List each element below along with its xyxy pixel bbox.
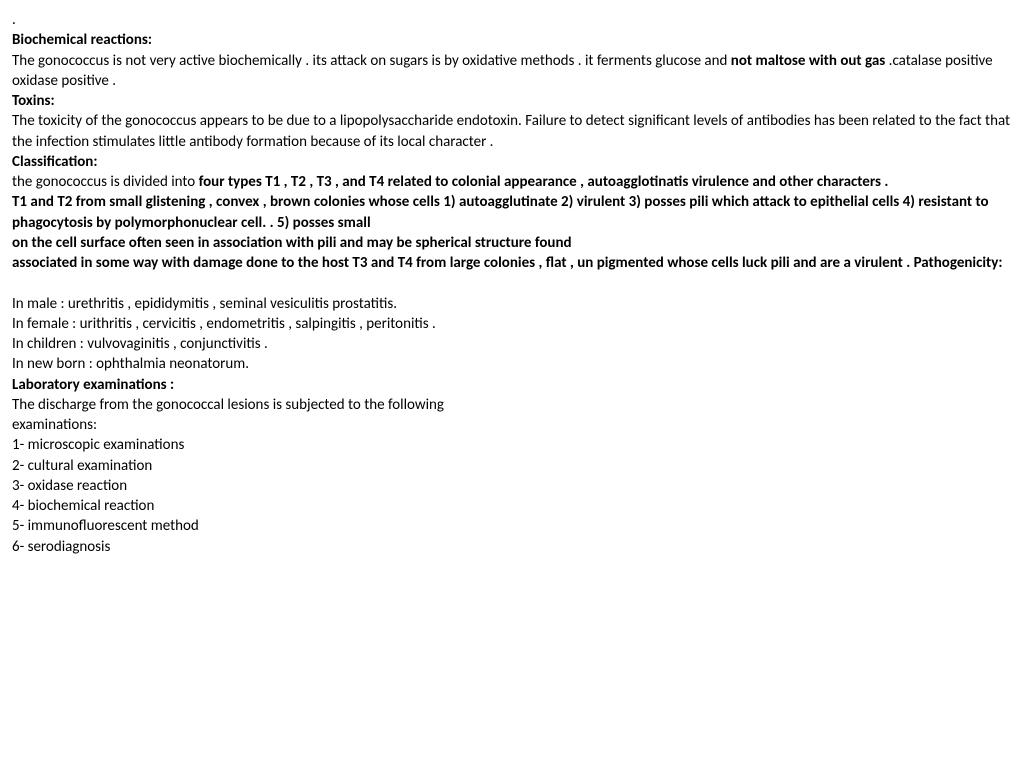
heading-lab: Laboratory examinations : <box>12 375 1012 395</box>
heading-toxins: Toxins: <box>12 91 1012 111</box>
text-path-newborn: In new born : ophthalmia neonatorum. <box>12 354 1012 374</box>
para-class-t3t4: associated in some way with damage done … <box>12 253 1012 273</box>
para-lab-1: The discharge from the gonococcal lesion… <box>12 395 1012 415</box>
para-biochemical: The gonococcus is not very active bioche… <box>12 51 1012 92</box>
para-lab-2: examinations: <box>12 415 1012 435</box>
para-class-surface: on the cell surface often seen in associ… <box>12 233 1012 253</box>
spacer <box>12 273 1012 293</box>
list-item-6: 6- serodiagnosis <box>12 537 1012 557</box>
text-dot: . <box>12 10 1012 30</box>
text-bio-a: The gonococcus is not very active bioche… <box>12 52 731 70</box>
para-toxins: The toxicity of the gonococcus appears t… <box>12 111 1012 152</box>
text-class-a: the gonococcus is divided into <box>12 173 199 191</box>
heading-pathogenicity: Pathogenicity: <box>914 254 1003 272</box>
text-class-b: four types T1 , T2 , T3 , and T4 related… <box>199 173 889 191</box>
text-bio-b: not maltose with out gas <box>731 52 889 70</box>
text-path-male: In male : urethritis , epididymitis , se… <box>12 294 1012 314</box>
list-item-3: 3- oxidase reaction <box>12 476 1012 496</box>
list-item-2: 2- cultural examination <box>12 456 1012 476</box>
list-item-4: 4- biochemical reaction <box>12 496 1012 516</box>
text-path-female: In female : urithritis , cervicitis , en… <box>12 314 1012 334</box>
list-item-1: 1- microscopic examinations <box>12 435 1012 455</box>
text-path-children: In children : vulvovaginitis , conjuncti… <box>12 334 1012 354</box>
heading-classification: Classification: <box>12 152 1012 172</box>
text-class-assoc: associated in some way with damage done … <box>12 254 914 272</box>
para-class-intro: the gonococcus is divided into four type… <box>12 172 1012 192</box>
heading-biochemical: Biochemical reactions: <box>12 30 1012 50</box>
para-class-t1t2: T1 and T2 from small glistening , convex… <box>12 192 1012 233</box>
list-item-5: 5- immunofluorescent method <box>12 516 1012 536</box>
